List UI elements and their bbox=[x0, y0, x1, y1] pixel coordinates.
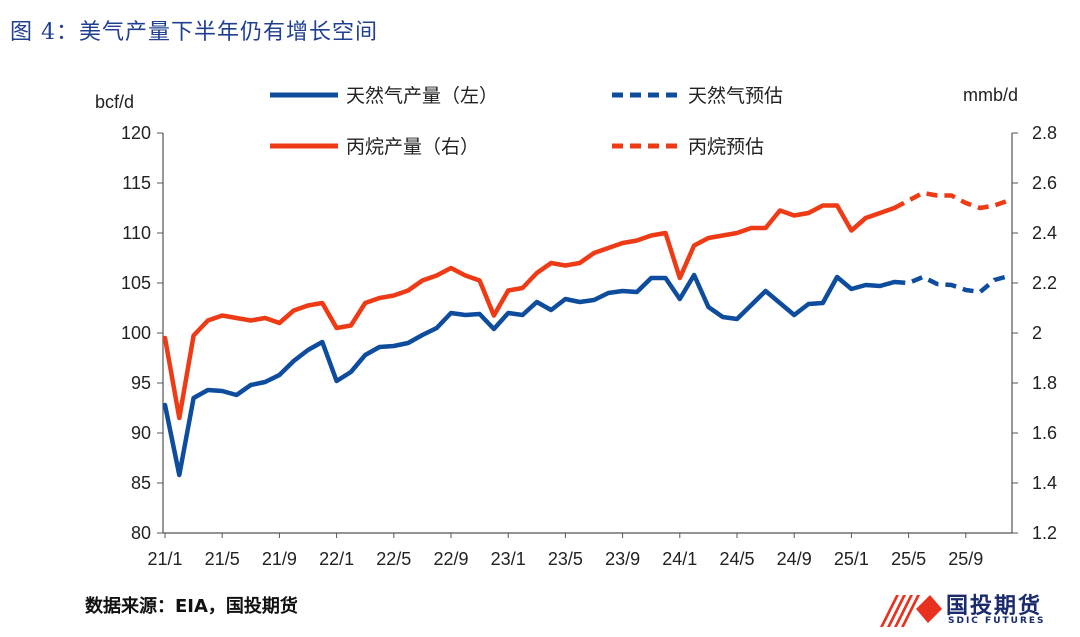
logo-mark-icon bbox=[880, 595, 942, 627]
x-tick-label: 21/5 bbox=[205, 549, 240, 569]
left-tick-label: 100 bbox=[121, 323, 151, 343]
right-tick-label: 2.8 bbox=[1032, 123, 1057, 143]
left-tick-label: 105 bbox=[121, 273, 151, 293]
left-tick-label: 115 bbox=[122, 173, 151, 193]
right-tick-label: 1.8 bbox=[1032, 373, 1057, 393]
logo-subtitle: SDIC FUTURES bbox=[948, 616, 1046, 626]
right-tick-label: 2.6 bbox=[1032, 173, 1057, 193]
series-line-3 bbox=[893, 190, 1010, 211]
x-tick-label: 23/5 bbox=[548, 549, 583, 569]
series-layer bbox=[162, 190, 1010, 478]
left-tick-label: 95 bbox=[131, 373, 151, 393]
left-axis-unit: bcf/d bbox=[95, 92, 134, 112]
x-tick-label: 21/1 bbox=[147, 549, 182, 569]
x-tick-label: 25/5 bbox=[891, 549, 926, 569]
logo-name: 国投期货 bbox=[946, 594, 1043, 619]
left-tick-label: 120 bbox=[121, 123, 151, 143]
x-tick-label: 22/9 bbox=[433, 549, 468, 569]
legend-propane-forecast-label: 丙烷预估 bbox=[688, 136, 764, 158]
series-line-2 bbox=[162, 203, 897, 421]
right-tick-label: 1.4 bbox=[1032, 473, 1057, 493]
source-note: 数据来源：EIA，国投期货 bbox=[85, 596, 298, 617]
right-tick-label: 2 bbox=[1032, 323, 1042, 343]
right-tick-label: 1.2 bbox=[1032, 523, 1057, 543]
right-tick-label: 2.2 bbox=[1032, 273, 1057, 293]
chart-axes bbox=[162, 133, 1013, 534]
series-line-1 bbox=[894, 273, 1010, 295]
left-tick-label: 85 bbox=[131, 473, 151, 493]
x-tick-label: 25/9 bbox=[948, 549, 983, 569]
right-tick-label: 1.6 bbox=[1032, 423, 1057, 443]
left-tick-label: 80 bbox=[131, 523, 151, 543]
figure-title: 图 4：美气产量下半年仍有增长空间 bbox=[10, 20, 378, 45]
x-tick-label: 21/9 bbox=[262, 549, 297, 569]
right-tick-label: 2.4 bbox=[1032, 223, 1057, 243]
legend-gas-forecast-label: 天然气预估 bbox=[688, 85, 783, 107]
right-axis-ticks: 2.8 2.6 2.4 2.2 2 1.8 1.6 1.4 1.2 bbox=[1012, 123, 1057, 543]
x-tick-label: 25/1 bbox=[834, 549, 869, 569]
x-tick-label: 24/1 bbox=[662, 549, 697, 569]
company-logo: 国投期货 SDIC FUTURES bbox=[876, 588, 1066, 630]
legend-propane-label: 丙烷产量（右） bbox=[346, 136, 479, 158]
left-axis-ticks: 120 115 110 105 100 95 90 85 80 bbox=[121, 123, 163, 543]
right-axis-unit: mmb/d bbox=[963, 85, 1018, 105]
legend-gas-label: 天然气产量（左） bbox=[346, 85, 498, 107]
x-tick-label: 23/1 bbox=[491, 549, 526, 569]
series-line-0 bbox=[162, 272, 897, 478]
x-axis-ticks: 21/1 21/5 21/9 22/1 22/5 22/9 23/1 23/5 23/9 24/1… bbox=[147, 533, 983, 569]
left-tick-label: 90 bbox=[131, 423, 151, 443]
x-tick-label: 22/1 bbox=[319, 549, 354, 569]
legend: 天然气产量（左） 天然气预估 丙烷产量（右） 丙烷预估 bbox=[270, 85, 783, 158]
left-tick-label: 110 bbox=[122, 223, 151, 243]
x-tick-label: 24/5 bbox=[719, 549, 754, 569]
x-tick-label: 24/9 bbox=[777, 549, 812, 569]
x-tick-label: 22/5 bbox=[376, 549, 411, 569]
x-tick-label: 23/9 bbox=[605, 549, 640, 569]
